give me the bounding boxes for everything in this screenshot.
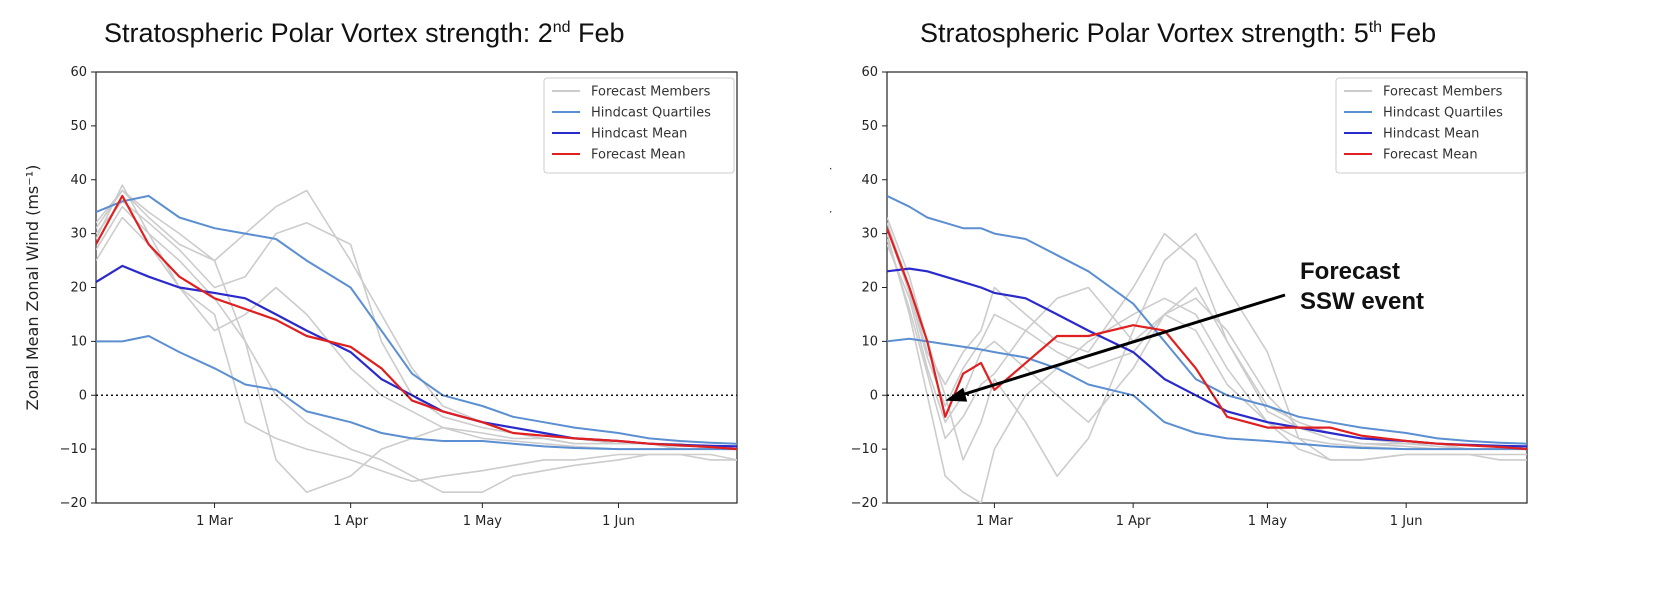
y-tick-label: 40 [70, 173, 87, 188]
hindcast-upper-quartile-line [887, 194, 1527, 445]
y-tick-label: −20 [851, 496, 878, 511]
chart-panel-left: Stratospheric Polar Vortex strength: 2nd… [0, 0, 830, 600]
x-tick-label: 1 May [463, 514, 503, 529]
y-tick-label: 10 [70, 334, 87, 349]
y-tick-label: 20 [70, 281, 87, 296]
y-tick-label: 10 [861, 334, 878, 349]
forecast-mean-line [96, 194, 737, 451]
chart-plot: 60 50 40 30 20 10 0 −10 −20 1 Mar 1 Apr 1 May 1 Jun Z… [830, 65, 1528, 529]
y-tick-label: −10 [851, 442, 878, 457]
chart-title-text: Stratospheric Polar Vortex strength: 2 [104, 18, 553, 48]
legend-box [543, 77, 735, 174]
x-tick-label: 1 Jun [1390, 514, 1423, 529]
forecast-member-line [96, 189, 737, 494]
x-tick-label: 1 May [1248, 514, 1288, 529]
annotation-arrowhead [945, 387, 968, 402]
legend-label: Forecast Mean [591, 148, 686, 163]
hindcast-mean-line [887, 267, 1527, 448]
hindcast-lower-quartile-line [96, 335, 737, 451]
chart-title-end: Feb [570, 18, 625, 48]
hindcast-upper-quartile-line [96, 194, 737, 445]
chart-title-sup: th [1368, 19, 1383, 36]
annotation-text: SSW event [1300, 288, 1424, 315]
series-group [96, 184, 737, 494]
chart-title-sup: nd [552, 19, 571, 36]
legend-label: Forecast Members [1383, 85, 1503, 100]
y-tick-label: 40 [861, 173, 878, 188]
y-tick-label: 0 [870, 388, 878, 403]
x-tick-label: 1 Mar [196, 514, 234, 529]
chart-plot: 60 50 40 30 20 10 0 −10 −20 1 Mar 1 Apr 1 May 1 Jun Z… [23, 65, 738, 529]
chart-title: Stratospheric Polar Vortex strength: 2nd… [104, 18, 625, 49]
y-tick-label: 30 [861, 227, 878, 242]
legend-box [1335, 77, 1527, 174]
forecast-member-line [96, 189, 737, 450]
x-tick-label: 1 Apr [333, 514, 369, 529]
y-axis-label: Zonal Mean Zonal Wind (ms⁻¹) [830, 165, 833, 411]
y-tick-label: −10 [60, 442, 87, 457]
legend-label: Hindcast Mean [1383, 127, 1479, 142]
legend-label: Forecast Members [591, 85, 711, 100]
y-tick-label: 60 [70, 65, 87, 80]
forecast-member-line [96, 200, 737, 450]
y-tick-label: 50 [861, 119, 878, 134]
y-tick-label: 50 [70, 119, 87, 134]
legend-label: Hindcast Mean [591, 127, 687, 142]
legend-label: Hindcast Quartiles [591, 106, 711, 121]
chart-title-end: Feb [1382, 18, 1437, 48]
x-tick-label: 1 Mar [976, 514, 1014, 529]
y-tick-label: −20 [60, 496, 87, 511]
chart-title: Stratospheric Polar Vortex strength: 5th… [920, 18, 1436, 49]
forecast-member-line [96, 184, 737, 494]
legend-label: Hindcast Quartiles [1383, 106, 1503, 121]
hindcast-lower-quartile-line [887, 337, 1527, 451]
y-tick-label: 20 [861, 281, 878, 296]
y-tick-label: 30 [70, 227, 87, 242]
chart-panel-right: Stratospheric Polar Vortex strength: 5th… [830, 0, 1661, 600]
forecast-member-line [887, 222, 1527, 450]
y-axis-label: Zonal Mean Zonal Wind (ms⁻¹) [23, 165, 42, 411]
legend-label: Forecast Mean [1383, 148, 1478, 163]
forecast-member-line [887, 217, 1527, 477]
hindcast-mean-line [96, 264, 737, 448]
chart-title-text: Stratospheric Polar Vortex strength: 5 [920, 18, 1369, 48]
y-tick-label: 0 [79, 388, 87, 403]
x-tick-label: 1 Jun [602, 514, 635, 529]
y-tick-label: 60 [861, 65, 878, 80]
annotation-text: Forecast [1300, 258, 1400, 285]
series-group [887, 194, 1527, 503]
x-tick-label: 1 Apr [1116, 514, 1152, 529]
forecast-mean-line [887, 227, 1527, 451]
annotation-arrow [958, 293, 1286, 398]
forecast-member-line [96, 216, 737, 483]
